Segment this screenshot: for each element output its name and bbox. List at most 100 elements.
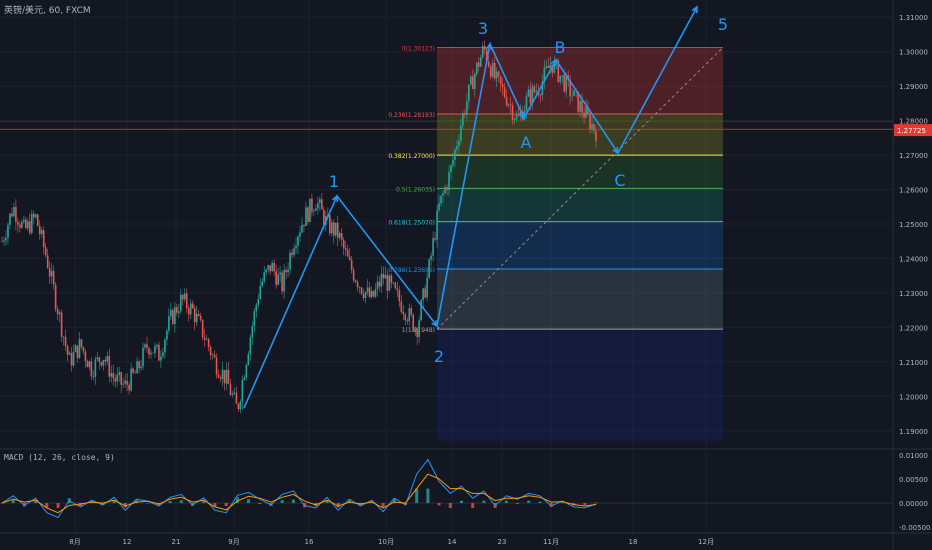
macd-histogram-bar [45,503,49,508]
candle-body [122,383,124,385]
macd-histogram-bar [437,503,441,506]
candle-body [160,356,162,361]
candle-body [215,357,218,375]
candle-body [561,74,564,76]
candle-body [21,221,23,228]
candle-body [110,373,113,377]
candle-body [168,316,170,331]
candle-body [372,290,375,297]
candle-body [422,288,424,300]
price-tick-label: 1.29000 [899,83,928,91]
candle-body [384,275,387,279]
candle-body [519,111,522,116]
macd-histogram-bar [560,502,564,504]
candle-body [255,304,258,312]
current-price-label: 1.27725 [897,127,926,135]
time-tick-label: 9月 [228,538,239,546]
candle-body [346,249,349,257]
fib-band [437,268,723,330]
candle-body [549,64,552,68]
candle-body [142,347,144,367]
candle-body [464,112,466,115]
candle-body [152,352,154,354]
wave-label-5: 5 [718,15,728,34]
candle-body [209,347,212,356]
candle-body [287,269,289,273]
candle-body [172,309,174,325]
candle-body [515,115,518,120]
candle-body [309,198,311,222]
candle-body [509,104,512,106]
candle-body [156,344,158,347]
wave-arrowhead [331,194,339,203]
time-tick-label: 23 [498,538,507,546]
macd-histogram-bar [22,503,26,507]
candle-body [54,284,57,309]
candle-body [15,207,17,222]
candle-body [462,112,464,126]
candle-body [430,255,432,260]
candle-body [368,287,371,297]
candle-body [418,320,420,337]
macd-histogram-bar [280,500,284,504]
candle-body [436,210,438,240]
macd-histogram-bar [415,488,419,504]
macd-title[interactable]: MACD (12, 26, close, 9) [4,453,115,462]
candle-body [102,359,105,366]
candle-body [438,203,440,211]
candle-body [239,401,242,410]
candle-body [420,299,422,321]
candle-body [342,239,345,249]
price-axis[interactable]: 1.31000 1.30000 1.29000 1.28000 1.27000 1.260… [894,14,932,532]
candle-body [416,328,419,337]
candle-body [253,311,256,326]
candle-body [366,287,369,292]
candle-body [211,354,214,356]
candle-body [593,123,595,131]
time-tick-label: 14 [448,538,457,546]
candle-body [38,226,41,235]
time-axis[interactable]: 8月 12 21 9月 16 10月 14 23 11月 18 12月 [69,538,714,546]
candle-body [557,60,560,82]
price-tick-label: 1.28000 [899,118,928,126]
candle-body [553,61,556,73]
candle-body [74,345,77,352]
candle-body [466,101,468,115]
candle-body [493,62,496,79]
candle-body [581,100,583,113]
candle-body [124,380,126,384]
candle-body [3,240,5,242]
price-tick-label: 1.27000 [899,152,928,160]
wave-arrowhead [612,146,620,155]
macd-histogram-bar [11,499,15,504]
signal-line [1,473,597,514]
candle-body [305,207,307,227]
candle-body [307,207,309,222]
candle-body [19,224,21,228]
candle-body [311,198,313,212]
candle-body [174,307,176,325]
candle-body [527,89,530,97]
wave-path [243,6,698,409]
candle-body [158,344,160,361]
candle-body [468,84,470,102]
candle-body [376,281,379,290]
candle-body [511,105,514,121]
wave-arrowhead [431,319,439,328]
macd-histogram-bar [549,503,553,507]
candle-body [378,281,381,287]
symbol-title[interactable]: 英镑/美元, 60, FXCM [4,6,91,16]
candle-body [251,325,254,338]
candle-body [497,71,500,77]
macd-histogram-bar [583,503,587,505]
candle-body [92,376,95,377]
candle-body [356,282,359,288]
price-tick-label: 1.22000 [899,324,928,332]
candle-body [179,294,182,312]
candle-body [338,233,341,238]
fib-level-label: 0.5(1.26035) [396,186,435,193]
macd-histogram-bar [538,501,542,504]
candle-body [382,273,385,279]
time-tick-label: 8月 [69,538,80,546]
